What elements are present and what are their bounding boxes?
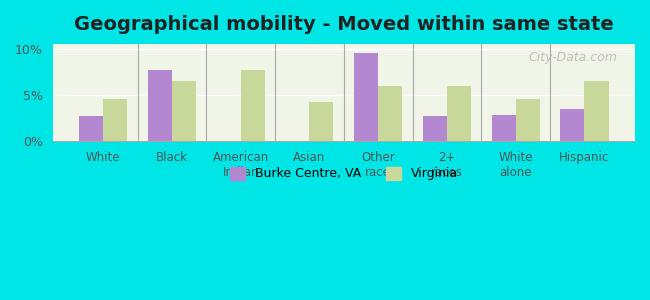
Bar xyxy=(103,100,127,141)
Title: Geographical mobility - Moved within same state: Geographical mobility - Moved within sam… xyxy=(74,15,614,34)
Bar xyxy=(378,85,402,141)
Bar xyxy=(309,102,333,141)
Bar xyxy=(172,81,196,141)
Text: City-Data.com: City-Data.com xyxy=(528,51,618,64)
Bar xyxy=(584,81,608,141)
Bar xyxy=(423,116,447,141)
Bar xyxy=(354,53,378,141)
Bar xyxy=(148,70,172,141)
Bar xyxy=(79,116,103,141)
Bar xyxy=(491,115,515,141)
Bar xyxy=(240,70,265,141)
Bar xyxy=(515,100,540,141)
Bar xyxy=(447,85,471,141)
Legend: Burke Centre, VA, Virginia: Burke Centre, VA, Virginia xyxy=(224,162,463,185)
Bar xyxy=(560,109,584,141)
